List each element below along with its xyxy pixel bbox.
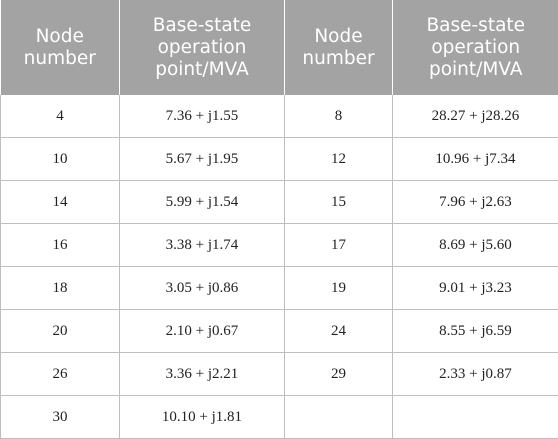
node-cell: 26 xyxy=(1,353,120,396)
value-cell: 10.96 + j7.34 xyxy=(393,138,558,181)
value-cell xyxy=(393,396,558,439)
table-body: 4 7.36 + j1.55 8 28.27 + j28.26 10 5.67 … xyxy=(1,95,558,439)
table-row: 20 2.10 + j0.67 24 8.55 + j6.59 xyxy=(1,310,558,353)
node-cell: 16 xyxy=(1,224,120,267)
value-cell: 2.10 + j0.67 xyxy=(120,310,285,353)
header-text: Base-state xyxy=(124,15,280,37)
value-cell: 5.67 + j1.95 xyxy=(120,138,285,181)
table-row: 4 7.36 + j1.55 8 28.27 + j28.26 xyxy=(1,95,558,138)
node-cell: 15 xyxy=(285,181,393,224)
node-cell: 12 xyxy=(285,138,393,181)
table-header: Node number Base-state operation point/M… xyxy=(1,0,558,95)
header-text: number xyxy=(289,48,388,70)
value-cell: 9.01 + j3.23 xyxy=(393,267,558,310)
header-text: operation xyxy=(124,37,280,59)
table-row: 16 3.38 + j1.74 17 8.69 + j5.60 xyxy=(1,224,558,267)
node-cell: 10 xyxy=(1,138,120,181)
header-text: Node xyxy=(5,26,116,48)
header-text: Base-state xyxy=(397,15,555,37)
header-text: point/MVA xyxy=(397,59,555,81)
value-cell: 7.36 + j1.55 xyxy=(120,95,285,138)
header-node-number-1: Node number xyxy=(1,0,120,95)
node-cell: 19 xyxy=(285,267,393,310)
table-row: 26 3.36 + j2.21 29 2.33 + j0.87 xyxy=(1,353,558,396)
node-cell: 18 xyxy=(1,267,120,310)
node-cell: 30 xyxy=(1,396,120,439)
header-text: Node xyxy=(289,26,388,48)
value-cell: 10.10 + j1.81 xyxy=(120,396,285,439)
node-cell: 29 xyxy=(285,353,393,396)
value-cell: 3.38 + j1.74 xyxy=(120,224,285,267)
header-text: point/MVA xyxy=(124,59,280,81)
value-cell: 8.69 + j5.60 xyxy=(393,224,558,267)
node-cell: 8 xyxy=(285,95,393,138)
header-row: Node number Base-state operation point/M… xyxy=(1,0,558,95)
value-cell: 7.96 + j2.63 xyxy=(393,181,558,224)
node-cell: 17 xyxy=(285,224,393,267)
node-cell: 24 xyxy=(285,310,393,353)
value-cell: 3.05 + j0.86 xyxy=(120,267,285,310)
header-node-number-2: Node number xyxy=(285,0,393,95)
header-text: operation xyxy=(397,37,555,59)
table-row: 18 3.05 + j0.86 19 9.01 + j3.23 xyxy=(1,267,558,310)
node-cell: 14 xyxy=(1,181,120,224)
header-base-state-1: Base-state operation point/MVA xyxy=(120,0,285,95)
table-row: 10 5.67 + j1.95 12 10.96 + j7.34 xyxy=(1,138,558,181)
value-cell: 5.99 + j1.54 xyxy=(120,181,285,224)
value-cell: 3.36 + j2.21 xyxy=(120,353,285,396)
value-cell: 8.55 + j6.59 xyxy=(393,310,558,353)
node-cell xyxy=(285,396,393,439)
header-base-state-2: Base-state operation point/MVA xyxy=(393,0,558,95)
header-text: number xyxy=(5,48,116,70)
value-cell: 28.27 + j28.26 xyxy=(393,95,558,138)
table-row: 30 10.10 + j1.81 xyxy=(1,396,558,439)
node-cell: 4 xyxy=(1,95,120,138)
value-cell: 2.33 + j0.87 xyxy=(393,353,558,396)
table-row: 14 5.99 + j1.54 15 7.96 + j2.63 xyxy=(1,181,558,224)
node-cell: 20 xyxy=(1,310,120,353)
